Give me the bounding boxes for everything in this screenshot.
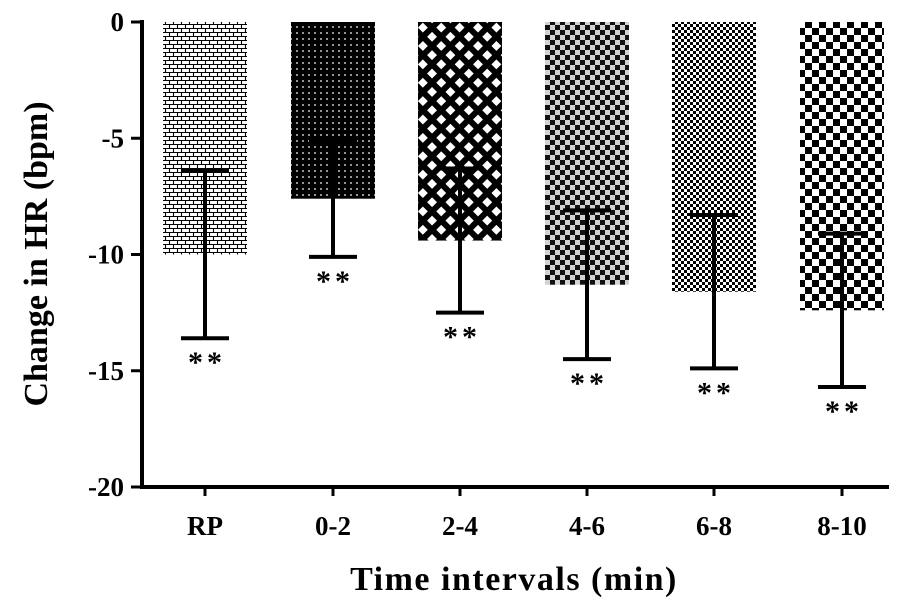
significance-markers: ** ** ** ** ** ** xyxy=(188,265,863,428)
y-tick-label: -15 xyxy=(88,356,124,386)
x-tick-label-6-8: 6-8 xyxy=(696,511,732,541)
significance-4-6: ** xyxy=(570,367,608,400)
bars xyxy=(163,22,884,311)
significance-2-4: ** xyxy=(443,321,481,354)
x-tick-label-8-10: 8-10 xyxy=(817,511,867,541)
x-ticks: RP 0-2 2-4 4-6 6-8 8-10 xyxy=(187,487,867,541)
x-tick-label-RP: RP xyxy=(187,511,223,541)
x-tick-label-2-4: 2-4 xyxy=(442,511,478,541)
significance-8-10: ** xyxy=(825,395,863,428)
y-axis-title: Change in HR (bpm) xyxy=(18,101,55,406)
x-axis-title: Time intervals (min) xyxy=(350,561,678,598)
significance-6-8: ** xyxy=(697,376,735,409)
error-bars xyxy=(181,138,866,390)
y-tick-label: -20 xyxy=(88,472,124,502)
significance-RP: ** xyxy=(188,346,226,379)
y-tick-label: -10 xyxy=(88,240,124,270)
x-tick-label-0-2: 0-2 xyxy=(315,511,351,541)
y-tick-label: 0 xyxy=(111,7,125,37)
y-tick-label: -5 xyxy=(102,123,125,153)
significance-0-2: ** xyxy=(316,265,354,298)
y-ticks: 0 -5 -10 -15 -20 xyxy=(88,7,142,502)
axes xyxy=(140,20,889,489)
x-tick-label-4-6: 4-6 xyxy=(569,511,605,541)
